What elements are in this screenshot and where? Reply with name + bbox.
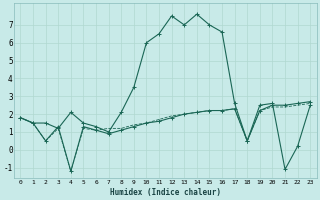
X-axis label: Humidex (Indice chaleur): Humidex (Indice chaleur): [110, 188, 221, 197]
